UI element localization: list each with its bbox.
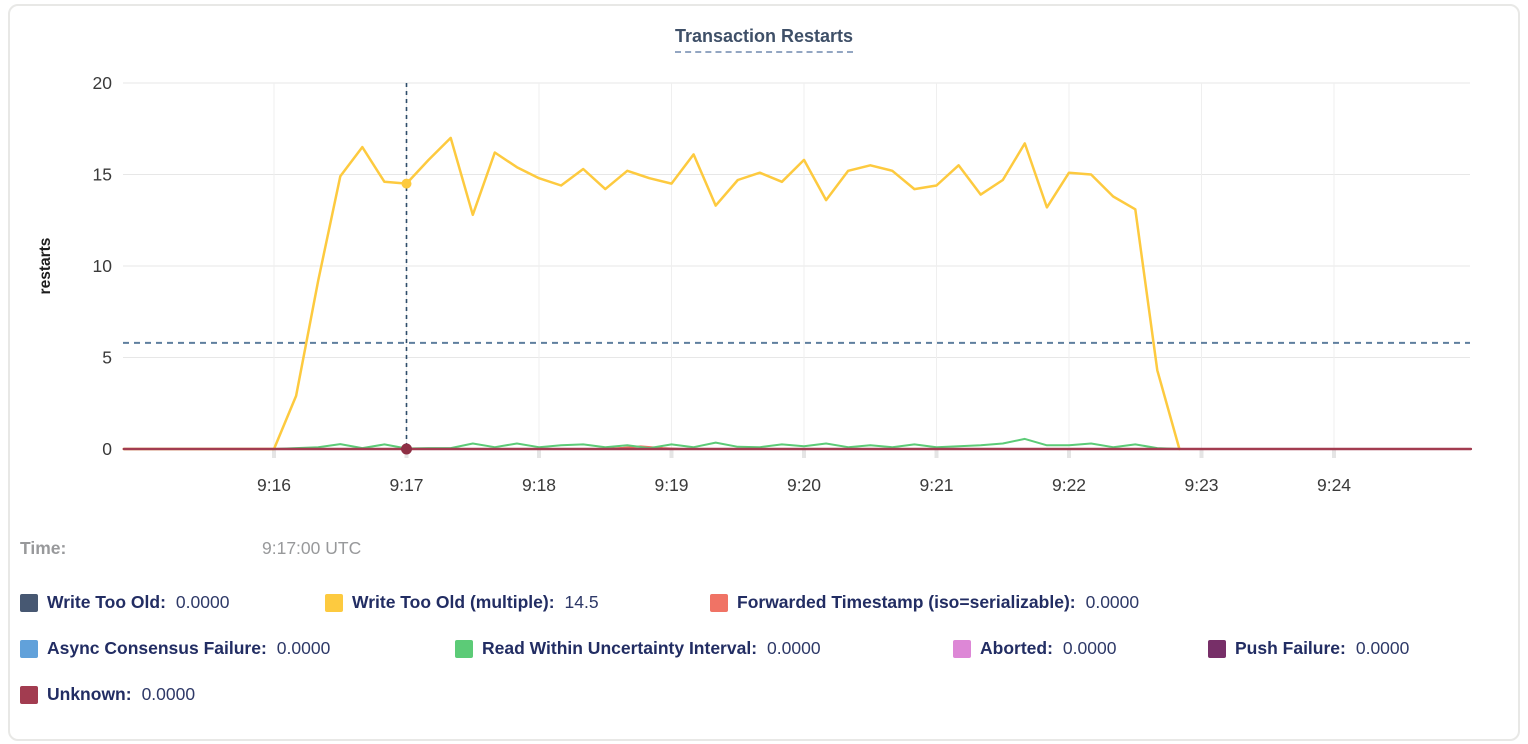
x-tick-mark xyxy=(669,449,674,458)
x-tick-label: 9:17 xyxy=(389,475,423,495)
x-tick-mark xyxy=(934,449,939,458)
x-tick-label: 9:24 xyxy=(1317,475,1351,495)
chart-canvas[interactable]: 0 5 10 15 20 9:16 9:17 9:18 9:19 9:20 9:21 9:22 9:23… xyxy=(0,0,1528,530)
legend-label: Async Consensus Failure: xyxy=(47,638,267,658)
legend-label: Read Within Uncertainty Interval: xyxy=(482,638,758,658)
legend-label: Unknown: xyxy=(47,684,132,704)
x-tick-label: 9:18 xyxy=(522,475,556,495)
legend-value: 0.0000 xyxy=(1062,638,1117,658)
legend-item-forwarded-timestamp[interactable]: Forwarded Timestamp (iso=serializable): … xyxy=(710,592,1139,613)
legend-item-write-too-old-multiple[interactable]: Write Too Old (multiple): 14.5 xyxy=(325,592,599,613)
legend-item-push-failure[interactable]: Push Failure: 0.0000 xyxy=(1208,638,1409,659)
legend-swatch-write-too-old-multiple xyxy=(325,593,343,612)
time-label: Time: xyxy=(20,538,67,558)
y-tick-label: 15 xyxy=(93,165,112,185)
legend-label: Write Too Old (multiple): xyxy=(352,592,555,612)
x-tick-mark xyxy=(1067,449,1071,458)
legend-swatch-read-within-uncertainty-interval xyxy=(455,639,473,658)
legend-item-read-within-uncertainty-interval[interactable]: Read Within Uncertainty Interval: 0.0000 xyxy=(455,638,821,659)
legend-value: 0.0000 xyxy=(276,638,331,658)
y-tick-label: 20 xyxy=(93,73,113,93)
legend-label: Forwarded Timestamp (iso=serializable): xyxy=(737,592,1076,612)
crosshair-time-row: Time: 9:17:00 UTC xyxy=(0,538,1528,562)
legend-item-async-consensus-failure[interactable]: Async Consensus Failure: 0.0000 xyxy=(20,638,330,659)
legend-swatch-write-too-old xyxy=(20,593,38,612)
legend-row-2: Async Consensus Failure: 0.0000 Read Wit… xyxy=(0,638,1528,662)
y-tick-label: 0 xyxy=(102,439,112,459)
time-value: 9:17:00 UTC xyxy=(262,538,362,558)
x-tick-mark xyxy=(272,449,276,458)
legend-label: Push Failure: xyxy=(1235,638,1346,658)
x-tick-label: 9:19 xyxy=(654,475,688,495)
series-line-write-too-old-multiple xyxy=(122,136,1181,451)
x-tick-label: 9:22 xyxy=(1052,475,1086,495)
legend-swatch-async-consensus-failure xyxy=(20,639,38,658)
legend-label: Aborted: xyxy=(980,638,1053,658)
legend-row-1: Write Too Old: 0.0000 Write Too Old (mul… xyxy=(0,592,1528,616)
legend-value: 14.5 xyxy=(564,592,599,612)
legend-label: Write Too Old: xyxy=(47,592,166,612)
legend-value: 0.0000 xyxy=(1355,638,1410,658)
y-tick-label: 5 xyxy=(102,348,112,368)
series-line-read-within-uncertainty-interval xyxy=(122,437,1472,450)
x-tick-mark xyxy=(1332,449,1336,458)
legend-value: 0.0000 xyxy=(767,638,821,658)
x-tick-label: 9:20 xyxy=(787,475,821,495)
legend-swatch-push-failure xyxy=(1208,639,1226,658)
legend-row-3: Unknown: 0.0000 xyxy=(0,684,1528,708)
legend-swatch-unknown xyxy=(20,685,38,704)
legend-item-aborted[interactable]: Aborted: 0.0000 xyxy=(953,638,1116,659)
legend-value: 0.0000 xyxy=(1085,592,1140,612)
x-tick-label: 9:16 xyxy=(257,475,291,495)
x-tick-mark xyxy=(1199,449,1204,458)
legend-item-unknown[interactable]: Unknown: 0.0000 xyxy=(20,684,195,705)
chart-title-wrap: Transaction Restarts xyxy=(0,26,1528,53)
crosshair-point xyxy=(401,178,412,189)
legend-value: 0.0000 xyxy=(175,592,230,612)
x-tick-label: 9:23 xyxy=(1184,475,1218,495)
legend-swatch-forwarded-timestamp xyxy=(710,593,728,612)
legend-swatch-aborted xyxy=(953,639,971,658)
chart-title[interactable]: Transaction Restarts xyxy=(674,26,854,53)
legend-item-write-too-old[interactable]: Write Too Old: 0.0000 xyxy=(20,592,229,613)
legend-value: 0.0000 xyxy=(141,684,196,704)
x-tick-mark xyxy=(537,449,541,458)
x-tick-mark xyxy=(802,449,806,458)
crosshair-point xyxy=(401,443,412,455)
chart-card xyxy=(8,4,1520,741)
y-axis-label: restarts xyxy=(37,238,54,295)
x-tick-label: 9:21 xyxy=(919,475,953,495)
y-tick-label: 10 xyxy=(93,256,113,276)
